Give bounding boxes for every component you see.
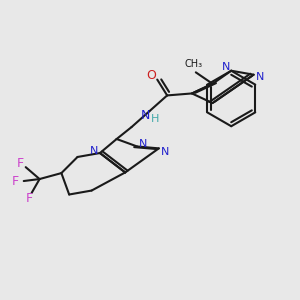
Text: N: N xyxy=(222,62,230,72)
Text: F: F xyxy=(26,192,33,206)
Text: N: N xyxy=(141,109,150,122)
Text: N: N xyxy=(255,72,264,82)
Text: N: N xyxy=(160,147,169,157)
Text: F: F xyxy=(12,175,20,188)
Text: N: N xyxy=(90,146,98,156)
Text: CH₃: CH₃ xyxy=(185,59,203,69)
Text: N: N xyxy=(139,140,147,149)
Text: F: F xyxy=(17,157,24,170)
Text: O: O xyxy=(146,69,156,82)
Text: H: H xyxy=(151,114,160,124)
